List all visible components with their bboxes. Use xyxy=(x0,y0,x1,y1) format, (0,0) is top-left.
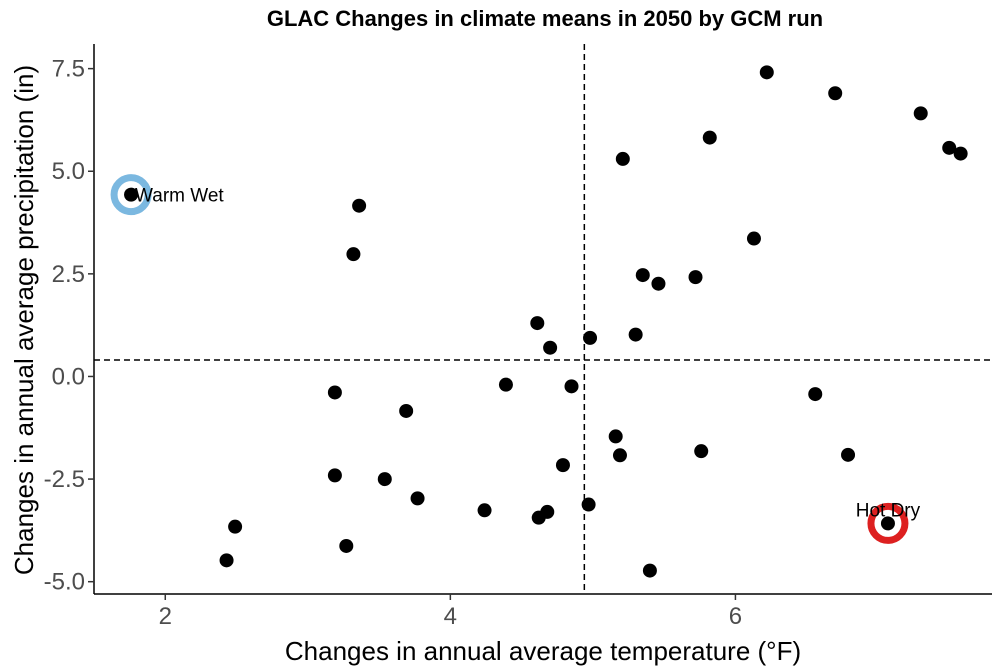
x-axis-ticks: 2 4 6 xyxy=(159,594,742,630)
data-point xyxy=(540,504,555,519)
data-point xyxy=(828,86,843,101)
data-point xyxy=(399,403,414,418)
data-point xyxy=(327,468,342,483)
data-point xyxy=(953,146,968,161)
data-point xyxy=(913,106,928,121)
x-tick-label: 6 xyxy=(729,603,742,630)
data-point xyxy=(694,444,709,459)
reference-lines xyxy=(94,44,992,594)
data-point xyxy=(808,387,823,402)
y-axis-ticks: -5.0 -2.5 0.0 2.5 5.0 7.5 xyxy=(44,56,94,596)
data-point xyxy=(124,187,139,202)
y-axis-title: Changes in annual average precipitation … xyxy=(9,65,39,575)
y-tick-label: 5.0 xyxy=(52,158,85,185)
data-point xyxy=(352,198,367,213)
data-point xyxy=(228,519,243,534)
data-point xyxy=(377,472,392,487)
data-point xyxy=(841,447,856,462)
y-tick-label: -2.5 xyxy=(44,466,85,493)
highlight-markers: Warm Wet Hot Dry xyxy=(110,174,921,544)
data-point xyxy=(608,429,623,444)
data-point xyxy=(615,151,630,166)
data-point xyxy=(581,497,596,512)
data-point xyxy=(746,231,761,246)
data-point xyxy=(642,563,657,578)
data-point xyxy=(688,270,703,285)
data-points xyxy=(124,65,968,578)
data-point xyxy=(635,268,650,283)
y-tick-label: 7.5 xyxy=(52,56,85,83)
data-point xyxy=(530,316,545,331)
data-point xyxy=(651,276,666,291)
data-point xyxy=(880,516,895,531)
data-point xyxy=(498,377,513,392)
data-point xyxy=(477,503,492,518)
data-point xyxy=(555,458,570,473)
data-point xyxy=(702,130,717,145)
data-point xyxy=(339,538,354,553)
data-point xyxy=(543,340,558,355)
x-tick-label: 2 xyxy=(159,603,172,630)
data-point xyxy=(327,385,342,400)
data-point xyxy=(410,491,425,506)
data-point xyxy=(942,140,957,155)
highlight-label-0: Warm Wet xyxy=(135,186,224,207)
y-tick-label: -5.0 xyxy=(44,569,85,596)
y-tick-label: 2.5 xyxy=(52,261,85,288)
data-point xyxy=(583,330,598,345)
data-point xyxy=(346,247,361,262)
x-axis-title: Changes in annual average temperature (°… xyxy=(285,636,801,666)
highlight-ring-1 xyxy=(867,502,909,544)
x-tick-label: 4 xyxy=(444,603,457,630)
highlight-label-1: Hot Dry xyxy=(856,500,921,521)
highlight-ring-0 xyxy=(110,174,152,216)
chart-title: GLAC Changes in climate means in 2050 by… xyxy=(267,6,823,31)
data-point xyxy=(628,327,643,342)
data-point xyxy=(759,65,774,80)
data-point xyxy=(219,553,234,568)
data-point xyxy=(612,448,627,463)
y-tick-label: 0.0 xyxy=(52,363,85,390)
data-point xyxy=(564,379,579,394)
